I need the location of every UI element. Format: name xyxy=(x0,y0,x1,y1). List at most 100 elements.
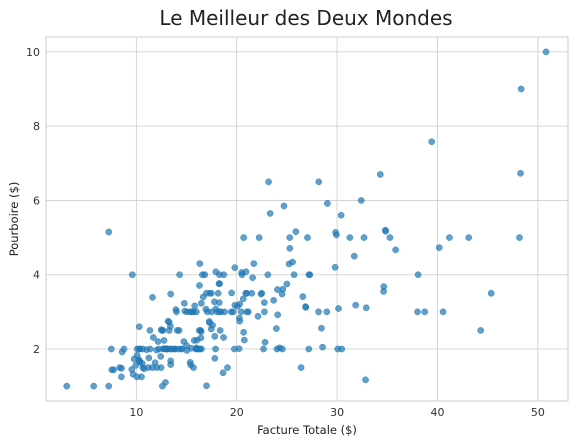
data-point xyxy=(118,348,126,356)
data-point xyxy=(128,271,136,279)
data-point xyxy=(248,289,256,297)
y-tick-label: 10 xyxy=(26,46,40,59)
data-point xyxy=(110,366,118,374)
data-point xyxy=(283,280,291,288)
data-point xyxy=(487,289,495,297)
data-point xyxy=(250,260,258,267)
data-point xyxy=(304,234,311,241)
plot-frame xyxy=(45,36,569,402)
data-point xyxy=(517,169,524,177)
data-point xyxy=(195,327,203,334)
data-point xyxy=(132,361,140,369)
data-point xyxy=(207,289,215,297)
data-point xyxy=(195,345,203,353)
x-tick-label: 50 xyxy=(531,406,545,419)
chart-title: Le Meilleur des Deux Mondes xyxy=(159,6,452,30)
data-point xyxy=(159,382,166,390)
data-point xyxy=(392,246,399,254)
data-point xyxy=(208,308,216,316)
y-axis-label: Pourboire ($) xyxy=(7,182,21,257)
data-point xyxy=(199,271,206,279)
data-point xyxy=(435,244,443,251)
data-point xyxy=(196,282,203,289)
x-tick-label: 20 xyxy=(230,406,244,419)
data-point xyxy=(362,376,369,384)
data-point xyxy=(273,325,280,332)
data-point xyxy=(240,328,248,336)
data-point xyxy=(238,271,246,279)
data-point xyxy=(362,304,370,312)
data-point xyxy=(376,171,384,178)
data-point xyxy=(270,296,278,304)
data-point xyxy=(63,382,71,390)
data-point xyxy=(231,345,238,353)
data-point xyxy=(386,234,394,241)
data-point xyxy=(188,308,196,316)
data-point xyxy=(542,48,550,56)
data-point xyxy=(516,234,523,241)
data-point xyxy=(231,264,239,272)
data-point xyxy=(299,293,307,300)
data-point xyxy=(346,234,354,241)
data-point xyxy=(186,359,194,366)
data-point xyxy=(477,327,485,334)
data-point xyxy=(243,308,251,316)
data-point xyxy=(180,338,188,345)
data-point xyxy=(220,271,228,279)
data-point xyxy=(130,355,138,363)
data-point xyxy=(224,364,231,371)
data-point xyxy=(188,344,195,352)
data-point xyxy=(414,271,422,279)
data-point xyxy=(211,333,219,340)
data-point xyxy=(133,373,141,381)
y-tick-label: 6 xyxy=(33,194,40,207)
data-point xyxy=(335,305,342,312)
data-point xyxy=(334,345,342,353)
data-point xyxy=(439,308,447,316)
data-point xyxy=(215,280,223,287)
data-point xyxy=(350,252,358,260)
data-point xyxy=(414,308,421,316)
data-point xyxy=(286,234,294,241)
data-point xyxy=(421,308,429,316)
data-point xyxy=(165,318,173,326)
data-point xyxy=(254,312,262,320)
data-point xyxy=(215,299,223,306)
x-tick-label: 30 xyxy=(330,406,344,419)
data-point xyxy=(352,301,360,309)
data-point xyxy=(173,327,181,334)
data-point xyxy=(227,308,235,316)
data-point xyxy=(236,314,243,322)
data-point xyxy=(319,343,326,351)
data-point xyxy=(240,234,248,241)
data-point xyxy=(428,138,436,146)
data-point xyxy=(211,354,219,362)
data-point xyxy=(332,229,339,236)
data-point xyxy=(274,286,281,293)
data-point xyxy=(465,234,473,241)
data-point xyxy=(145,354,153,362)
data-point xyxy=(241,336,248,344)
data-point xyxy=(228,289,235,297)
data-point xyxy=(196,260,204,267)
data-point xyxy=(315,308,322,316)
data-point xyxy=(133,345,141,353)
data-point xyxy=(306,271,314,279)
data-point xyxy=(323,308,331,316)
x-tick-label: 40 xyxy=(431,406,445,419)
data-point xyxy=(191,302,199,310)
data-point xyxy=(261,338,269,346)
data-point xyxy=(249,274,256,282)
data-point xyxy=(135,323,143,331)
y-tick-label: 4 xyxy=(33,269,40,282)
data-point xyxy=(214,289,222,297)
data-point xyxy=(331,263,339,271)
data-point xyxy=(292,228,300,235)
data-point xyxy=(157,353,165,360)
data-point xyxy=(517,85,525,93)
data-point xyxy=(163,345,170,353)
data-point xyxy=(177,345,185,353)
data-point xyxy=(154,338,162,345)
data-point xyxy=(173,308,180,316)
data-point xyxy=(273,345,281,353)
